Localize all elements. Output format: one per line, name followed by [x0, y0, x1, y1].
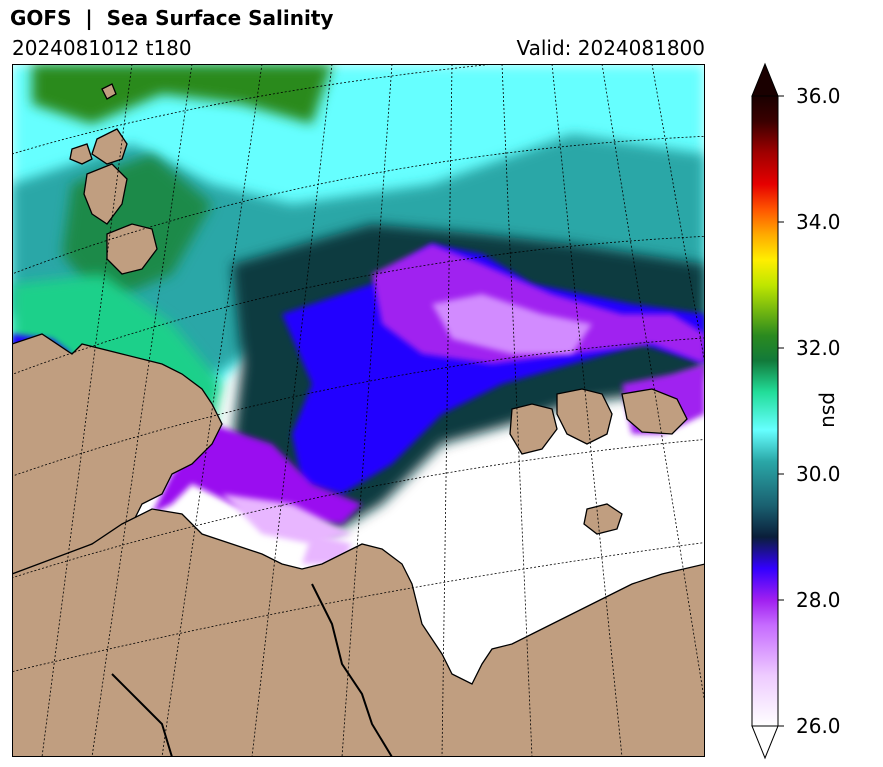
island-east-2	[556, 388, 613, 445]
mainland-south	[12, 508, 705, 757]
colorbar-tick-label: 30.0	[796, 462, 841, 486]
island-north-4	[106, 223, 158, 275]
colorbar-tick-label: 34.0	[796, 210, 841, 234]
island-east-1	[509, 403, 558, 455]
colorbar-extend-min	[751, 725, 779, 760]
run-time-label: 2024081012 t180	[12, 36, 192, 60]
island-north-1	[91, 128, 128, 165]
land	[12, 83, 705, 757]
island-north-3	[83, 163, 128, 225]
colorbar-tick-label: 28.0	[796, 588, 841, 612]
chart-title: GOFS | Sea Surface Salinity	[10, 6, 334, 30]
colorbar-tick-label: 36.0	[796, 84, 841, 108]
colorbar-tick-label: 26.0	[796, 714, 841, 738]
graticule	[12, 64, 705, 757]
island-north-2	[69, 143, 93, 165]
colorbar-unit-label: psu	[818, 392, 842, 428]
island-east-4	[583, 503, 623, 535]
salinity-field	[12, 64, 705, 564]
rivers	[111, 583, 393, 757]
island-north-5	[101, 83, 117, 100]
island-east-3	[621, 388, 688, 435]
colorbar-extend-max	[751, 62, 779, 97]
valid-time-label: Valid: 2024081800	[516, 36, 705, 60]
colorbar-body	[751, 95, 779, 727]
colorbar-tick-label: 32.0	[796, 336, 841, 360]
salinity-map	[12, 64, 705, 757]
colorbar	[751, 62, 784, 760]
